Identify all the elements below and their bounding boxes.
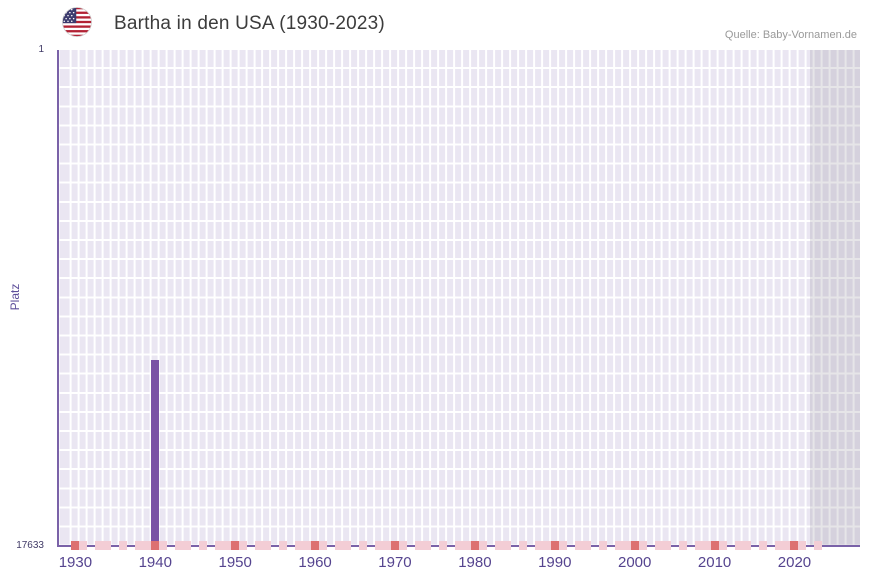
- baseline-mark-minor: [542, 541, 551, 550]
- baseline-mark-major: [311, 541, 320, 550]
- x-tick-label: 2010: [697, 554, 732, 571]
- baseline-mark-minor: [582, 541, 591, 550]
- x-tick-label: 1930: [58, 554, 93, 571]
- baseline-mark-minor: [782, 541, 791, 550]
- y-tick-top: 1: [38, 44, 44, 55]
- baseline-mark-minor: [215, 541, 224, 550]
- baseline-mark-minor: [319, 541, 328, 550]
- baseline-mark-minor: [375, 541, 383, 550]
- recent-years-shade: [810, 50, 860, 547]
- baseline-mark-minor: [438, 541, 447, 550]
- baseline-mark-minor: [494, 541, 503, 550]
- page-title: Bartha in den USA (1930-2023): [114, 13, 385, 34]
- baseline-mark-major: [390, 541, 399, 550]
- x-tick-label: 1960: [298, 554, 332, 571]
- baseline-mark-minor: [159, 541, 168, 550]
- baseline-mark-minor: [638, 541, 647, 550]
- baseline-mark-minor: [143, 541, 152, 550]
- x-tick-label: 1980: [458, 554, 492, 571]
- baseline-mark-minor: [598, 541, 607, 550]
- baseline-mark-minor: [279, 541, 288, 550]
- baseline-mark-minor: [239, 541, 248, 550]
- baseline-mark-minor: [422, 541, 431, 550]
- baseline-mark-minor: [814, 541, 823, 550]
- baseline-mark-minor: [295, 541, 304, 550]
- us-flag-icon: [62, 7, 92, 37]
- baseline-mark-minor: [502, 541, 511, 550]
- x-axis-ticks: 1930 1940 1950 1960 1970 1980 1990 2000 2010 2020: [57, 554, 860, 576]
- baseline-mark-minor: [758, 541, 767, 550]
- baseline-mark-minor: [534, 541, 543, 550]
- baseline-mark-minor: [335, 541, 344, 550]
- baseline-mark-minor: [382, 541, 391, 550]
- baseline-mark-minor: [398, 541, 407, 550]
- plot-area: [57, 50, 860, 550]
- baseline-mark-minor: [255, 541, 264, 550]
- x-tick-label: 1940: [138, 554, 172, 571]
- x-tick-label: 1970: [378, 554, 412, 571]
- baseline-mark-minor: [742, 541, 751, 550]
- x-tick-label: 1950: [218, 554, 252, 571]
- baseline-mark-minor: [95, 541, 104, 550]
- baseline-mark-minor: [414, 541, 423, 550]
- baseline-mark-minor: [175, 541, 184, 550]
- baseline-mark-minor: [263, 541, 272, 550]
- baseline-mark-minor: [103, 541, 112, 550]
- baseline-mark-minor: [654, 541, 663, 550]
- baseline-mark-major: [470, 541, 479, 550]
- baseline-mark-minor: [454, 541, 463, 550]
- baseline-mark-minor: [79, 541, 88, 550]
- baseline-mark-minor: [798, 541, 807, 550]
- baseline-mark-minor: [343, 541, 352, 550]
- x-tick-label: 1990: [538, 554, 572, 571]
- rank-bar: [151, 360, 160, 547]
- baseline-mark-major: [630, 541, 639, 550]
- baseline-mark-minor: [718, 541, 727, 550]
- baseline-mark-minor: [199, 541, 208, 550]
- y-axis-title: Platz: [8, 283, 22, 311]
- x-tick-label: 2000: [617, 554, 652, 571]
- baseline-mark-minor: [223, 541, 232, 550]
- baseline-mark-minor: [518, 541, 527, 550]
- x-tick-label: 2020: [777, 554, 812, 571]
- baseline-mark-major: [790, 541, 799, 550]
- baseline-mark-minor: [135, 541, 144, 550]
- baseline-mark-minor: [478, 541, 487, 550]
- y-tick-bottom: 17633: [16, 540, 44, 551]
- baseline-mark-minor: [574, 541, 583, 550]
- baseline-mark-major: [231, 541, 240, 550]
- y-axis-line: [57, 50, 59, 547]
- baseline-mark-major: [71, 541, 80, 550]
- baseline-mark-major: [550, 541, 559, 550]
- baseline-mark-minor: [702, 541, 711, 550]
- baseline-mark-minor: [614, 541, 623, 550]
- baseline-mark-minor: [734, 541, 743, 550]
- baseline-mark-major: [710, 541, 719, 550]
- baseline-mark-major: [151, 541, 160, 550]
- baseline-mark-minor: [678, 541, 687, 550]
- baseline-mark-minor: [662, 541, 671, 550]
- baseline-mark-minor: [694, 541, 703, 550]
- baseline-mark-minor: [303, 541, 312, 550]
- baseline-mark-minor: [119, 541, 128, 550]
- baseline-mark-minor: [359, 541, 367, 550]
- baseline-mark-minor: [774, 541, 783, 550]
- source-label: Quelle: Baby-Vornamen.de: [724, 29, 857, 41]
- baseline-mark-minor: [622, 541, 631, 550]
- baseline-mark-minor: [462, 541, 471, 550]
- baseline-mark-minor: [558, 541, 567, 550]
- baseline-mark-minor: [183, 541, 192, 550]
